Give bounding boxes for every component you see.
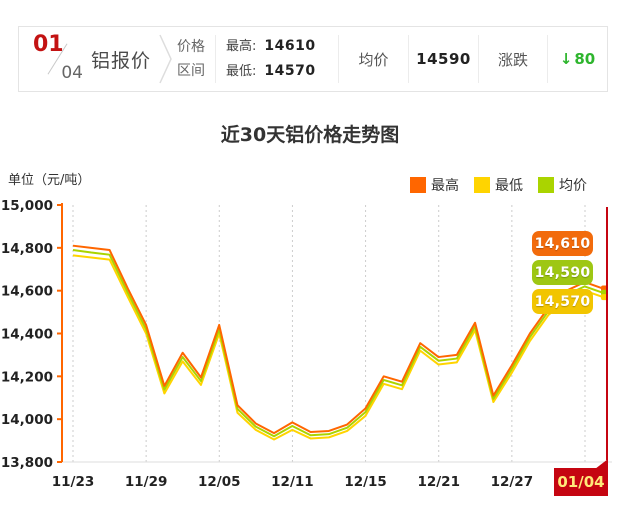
x-tick-label: 12/27: [491, 474, 534, 490]
y-tick-label: 14,400: [1, 327, 53, 343]
change-label-cell: 涨跌: [479, 27, 547, 91]
badge-notch: [595, 459, 608, 469]
price-flag-high: 14,610: [532, 231, 593, 256]
chevron-right-icon: [159, 34, 172, 84]
chart-legend: 最高 最低 均价: [410, 175, 587, 195]
x-tick-label: 12/15: [344, 474, 387, 490]
high-value: 14610: [264, 37, 316, 54]
x-tick-label: 12/11: [271, 474, 314, 490]
low-value: 14570: [264, 63, 316, 79]
quote-date-month: 01: [33, 32, 64, 57]
y-tick-label: 14,600: [1, 284, 53, 300]
change-value: ↓ 80: [560, 50, 595, 68]
average-value-cell: 14590: [409, 27, 478, 91]
high-label: 最高:: [226, 38, 257, 54]
divider: [478, 35, 479, 83]
low-row: 最低: 14570: [226, 59, 316, 84]
y-tick-label: 13,800: [1, 455, 53, 471]
down-arrow-icon: ↓: [559, 50, 573, 68]
high-low-cell: 最高: 14610 最低: 14570: [216, 27, 338, 91]
average-label: 均价: [358, 50, 389, 69]
change-amount: 80: [574, 50, 596, 68]
divider: [408, 35, 409, 83]
legend-label: 最低: [495, 178, 523, 194]
low-label: 最低:: [226, 64, 257, 79]
quote-header: 01 04 铝报价 价格 区间 最高: 14610 最低: 14570 均价 1…: [18, 26, 608, 92]
y-axis-unit-label: 单位（元/吨）: [8, 173, 91, 188]
legend-swatch-icon: [538, 177, 554, 193]
legend-item-最高: 最高: [410, 175, 459, 195]
legend-swatch-icon: [410, 177, 426, 193]
divider: [547, 35, 548, 83]
quote-date: 01 04: [31, 34, 85, 84]
price-flag-avg: 14,590: [532, 260, 593, 285]
y-tick-label: 14,800: [1, 241, 53, 257]
average-value: 14590: [416, 50, 471, 68]
x-tick-label: 12/21: [417, 474, 460, 490]
legend-swatch-icon: [474, 177, 490, 193]
change-label: 涨跌: [497, 50, 528, 69]
x-tick-label: 12/05: [198, 474, 241, 490]
legend-label: 最高: [431, 178, 459, 194]
product-name: 铝报价: [91, 49, 152, 72]
chart-title: 近30天铝价格走势图: [220, 124, 400, 146]
high-row: 最高: 14610: [226, 34, 316, 59]
divider: [338, 35, 339, 83]
average-label-cell: 均价: [339, 27, 408, 91]
current-date-badge: 01/04: [554, 459, 608, 496]
legend-label: 均价: [559, 178, 587, 194]
price-flag-low: 14,570: [532, 289, 593, 314]
series-line-最低: [72, 254, 604, 441]
x-tick-label: 11/29: [125, 474, 168, 490]
series-line-均价: [72, 248, 604, 438]
y-tick-label: 15,000: [1, 198, 53, 214]
quote-date-day: 04: [61, 63, 83, 83]
product-cell: 01 04 铝报价 价格 区间: [19, 27, 215, 91]
series-line-最高: [72, 244, 604, 435]
x-tick-label: 11/23: [52, 474, 95, 490]
divider: [215, 35, 216, 83]
y-tick-label: 14,000: [1, 412, 53, 428]
current-date-text: 01/04: [557, 473, 605, 491]
y-tick-label: 14,200: [1, 369, 53, 385]
legend-item-最低: 最低: [474, 175, 523, 195]
legend-item-均价: 均价: [538, 175, 587, 195]
price-range-label: 价格 区间: [177, 38, 206, 80]
change-value-cell: ↓ 80: [548, 27, 607, 91]
